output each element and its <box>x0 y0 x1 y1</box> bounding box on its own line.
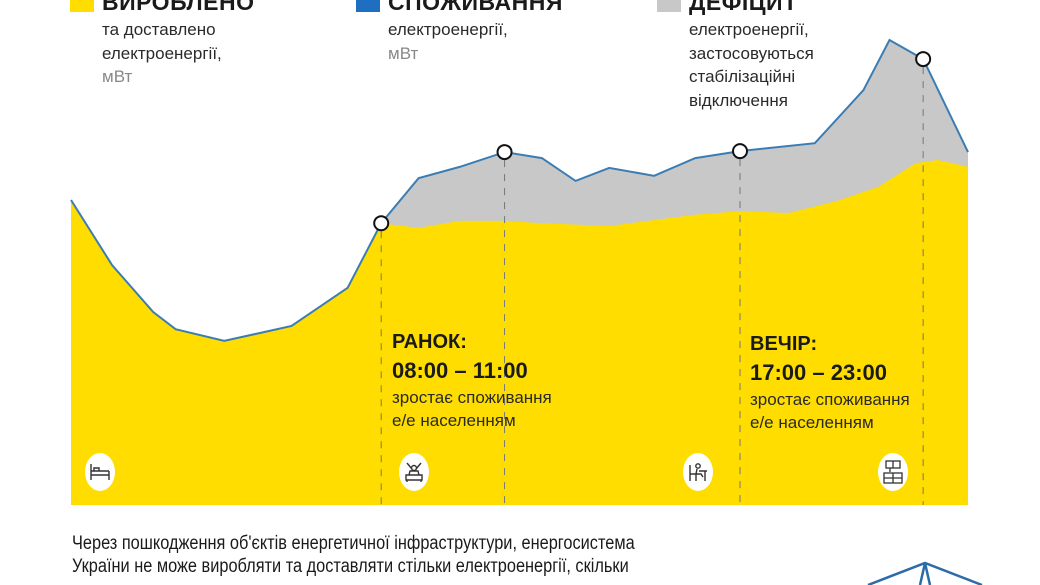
period-desc: е/е населенням <box>750 413 874 432</box>
legend-text: застосовуються <box>689 43 814 63</box>
period-evening: ВЕЧІР: 17:00 – 23:00 зростає споживання … <box>750 330 910 434</box>
period-morning: РАНОК: 08:00 – 11:00 зростає споживання … <box>392 328 552 432</box>
period-desc: зростає споживання <box>750 390 910 409</box>
legend-title: СПОЖИВАННЯ <box>388 0 563 15</box>
legend-text: електроенергії, <box>689 20 809 39</box>
period-desc: зростає споживання <box>392 388 552 407</box>
legend-swatch-consumption <box>356 0 380 12</box>
time-marker <box>915 51 932 68</box>
description-text: Через пошкодження об'єктів енергетичної … <box>72 532 635 578</box>
period-heading: РАНОК: <box>392 331 467 353</box>
legend-swatch-produced <box>70 0 94 12</box>
period-time: 08:00 – 11:00 <box>392 358 528 383</box>
bed-icon <box>85 453 115 491</box>
time-marker <box>496 144 513 161</box>
legend-text: стабілізаційні <box>689 67 796 86</box>
person-at-desk-icon <box>683 453 713 491</box>
legend-swatch-deficit <box>657 0 681 12</box>
legend-title: ДЕФІЦИТ <box>689 0 798 15</box>
legend-text: відключення <box>689 90 788 110</box>
legend-unit: мВт <box>102 67 133 86</box>
kitchen-icon <box>878 453 908 491</box>
legend-title: ВИРОБЛЕНО <box>102 0 255 15</box>
load-chart <box>70 38 969 505</box>
description-line: Через пошкодження об'єктів енергетичної … <box>72 533 635 554</box>
period-time: 17:00 – 23:00 <box>750 360 887 385</box>
time-marker <box>373 215 390 232</box>
legend-text: електроенергії, <box>388 20 508 39</box>
consumption-line <box>70 38 969 342</box>
legend-text: та доставлено <box>102 20 216 39</box>
legend-text: електроенергії, <box>102 43 222 63</box>
decorative-graphic <box>867 561 983 585</box>
period-desc: е/е населенням <box>392 411 516 430</box>
legend-unit: мВт <box>388 43 419 63</box>
description-line: України не може виробляти та доставляти … <box>72 556 629 577</box>
time-marker <box>732 143 749 160</box>
waking-person-icon <box>399 453 429 491</box>
period-heading: ВЕЧІР: <box>750 333 818 355</box>
produced-area <box>71 160 968 505</box>
